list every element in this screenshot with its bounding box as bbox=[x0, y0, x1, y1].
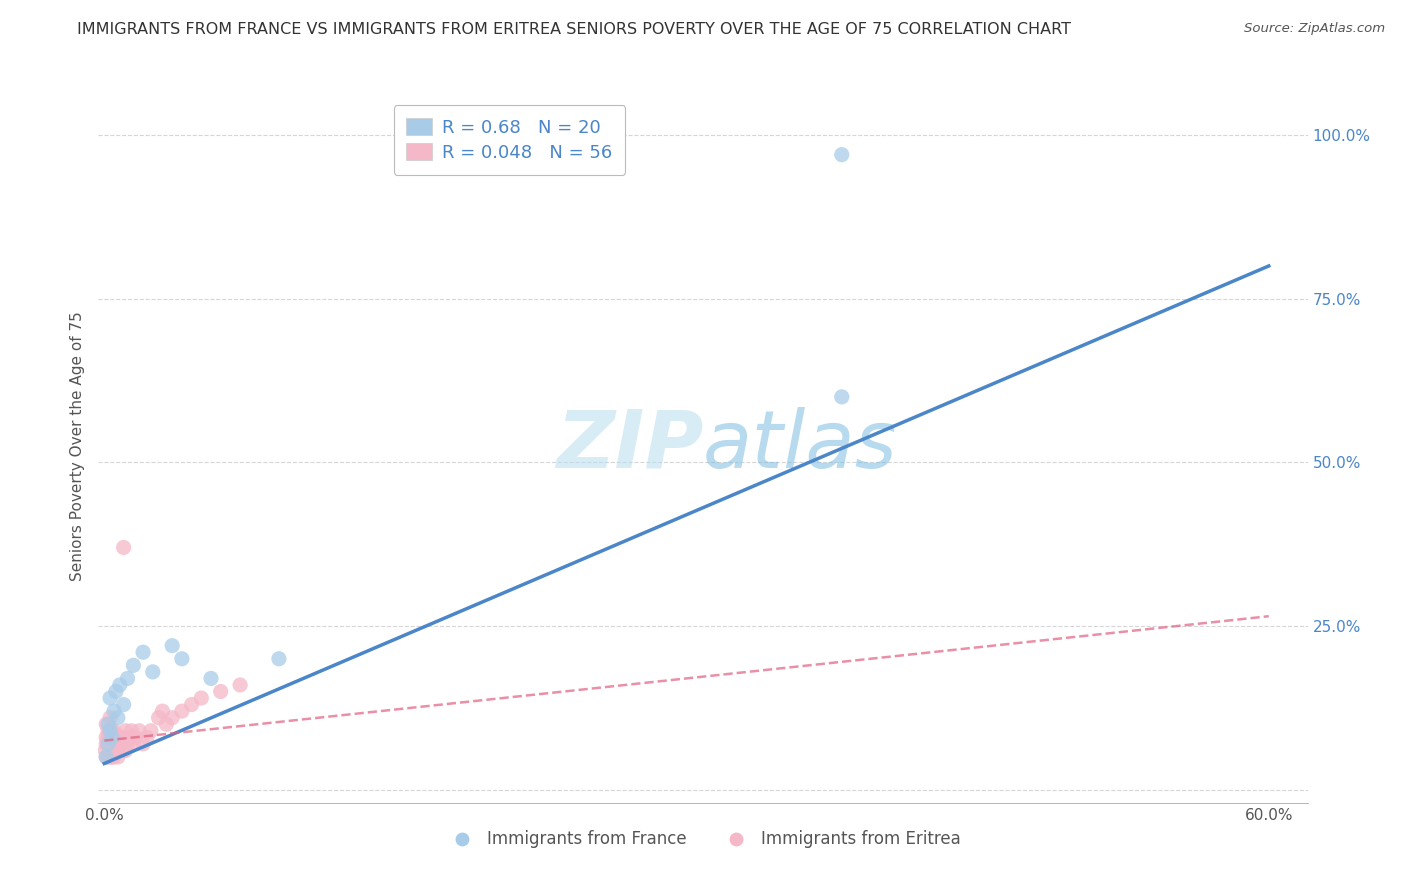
Point bbox=[103, 737, 125, 751]
Point bbox=[108, 743, 131, 757]
Point bbox=[122, 658, 145, 673]
Point bbox=[118, 731, 141, 745]
Point bbox=[107, 737, 129, 751]
Point bbox=[98, 723, 121, 738]
Point bbox=[96, 731, 118, 745]
Legend: Immigrants from France, Immigrants from Eritrea: Immigrants from France, Immigrants from … bbox=[439, 824, 967, 855]
Point bbox=[180, 698, 202, 712]
Point bbox=[97, 723, 120, 738]
Point bbox=[96, 750, 118, 764]
Point bbox=[229, 678, 252, 692]
Point bbox=[97, 717, 120, 731]
Point bbox=[111, 737, 134, 751]
Point bbox=[831, 390, 853, 404]
Point bbox=[142, 665, 165, 679]
Point bbox=[103, 704, 125, 718]
Text: IMMIGRANTS FROM FRANCE VS IMMIGRANTS FROM ERITREA SENIORS POVERTY OVER THE AGE O: IMMIGRANTS FROM FRANCE VS IMMIGRANTS FRO… bbox=[77, 22, 1071, 37]
Text: ZIP: ZIP bbox=[555, 407, 703, 485]
Point bbox=[831, 147, 853, 161]
Point bbox=[98, 737, 121, 751]
Point bbox=[101, 731, 124, 745]
Point bbox=[97, 731, 120, 745]
Point bbox=[117, 737, 139, 751]
Point bbox=[107, 750, 129, 764]
Point bbox=[101, 723, 124, 738]
Point bbox=[96, 737, 118, 751]
Point bbox=[152, 704, 174, 718]
Point bbox=[98, 731, 121, 745]
Point bbox=[120, 723, 142, 738]
Point bbox=[103, 743, 125, 757]
Point bbox=[200, 672, 222, 686]
Point bbox=[97, 750, 120, 764]
Point bbox=[101, 731, 124, 745]
Point bbox=[170, 704, 193, 718]
Point bbox=[104, 743, 127, 757]
Point bbox=[101, 750, 124, 764]
Point bbox=[112, 698, 135, 712]
Point bbox=[155, 717, 177, 731]
Y-axis label: Seniors Poverty Over the Age of 75: Seniors Poverty Over the Age of 75 bbox=[69, 311, 84, 581]
Point bbox=[103, 750, 125, 764]
Point bbox=[104, 684, 127, 698]
Point bbox=[139, 723, 162, 738]
Point bbox=[117, 672, 139, 686]
Point bbox=[112, 737, 135, 751]
Point bbox=[148, 711, 170, 725]
Text: atlas: atlas bbox=[703, 407, 898, 485]
Point bbox=[98, 691, 121, 706]
Point bbox=[267, 652, 290, 666]
Point bbox=[103, 723, 125, 738]
Point bbox=[96, 750, 118, 764]
Point bbox=[104, 737, 127, 751]
Point bbox=[170, 652, 193, 666]
Point bbox=[94, 743, 117, 757]
Point bbox=[98, 750, 121, 764]
Point bbox=[104, 731, 127, 745]
Point bbox=[108, 678, 131, 692]
Point bbox=[101, 737, 124, 751]
Point bbox=[97, 737, 120, 751]
Point bbox=[96, 717, 118, 731]
Point bbox=[112, 731, 135, 745]
Point bbox=[98, 711, 121, 725]
Point bbox=[136, 731, 159, 745]
Point bbox=[112, 541, 135, 555]
Point bbox=[97, 737, 120, 751]
Point bbox=[98, 723, 121, 738]
Point bbox=[132, 737, 155, 751]
Point bbox=[107, 711, 129, 725]
Point bbox=[160, 639, 183, 653]
Point bbox=[114, 723, 136, 738]
Point bbox=[122, 737, 145, 751]
Point bbox=[98, 743, 121, 757]
Point bbox=[124, 731, 146, 745]
Point bbox=[103, 731, 125, 745]
Point bbox=[132, 645, 155, 659]
Point bbox=[108, 731, 131, 745]
Point bbox=[128, 723, 150, 738]
Point bbox=[112, 743, 135, 757]
Point bbox=[209, 684, 232, 698]
Point bbox=[160, 711, 183, 725]
Text: Source: ZipAtlas.com: Source: ZipAtlas.com bbox=[1244, 22, 1385, 36]
Point bbox=[114, 743, 136, 757]
Point bbox=[190, 691, 212, 706]
